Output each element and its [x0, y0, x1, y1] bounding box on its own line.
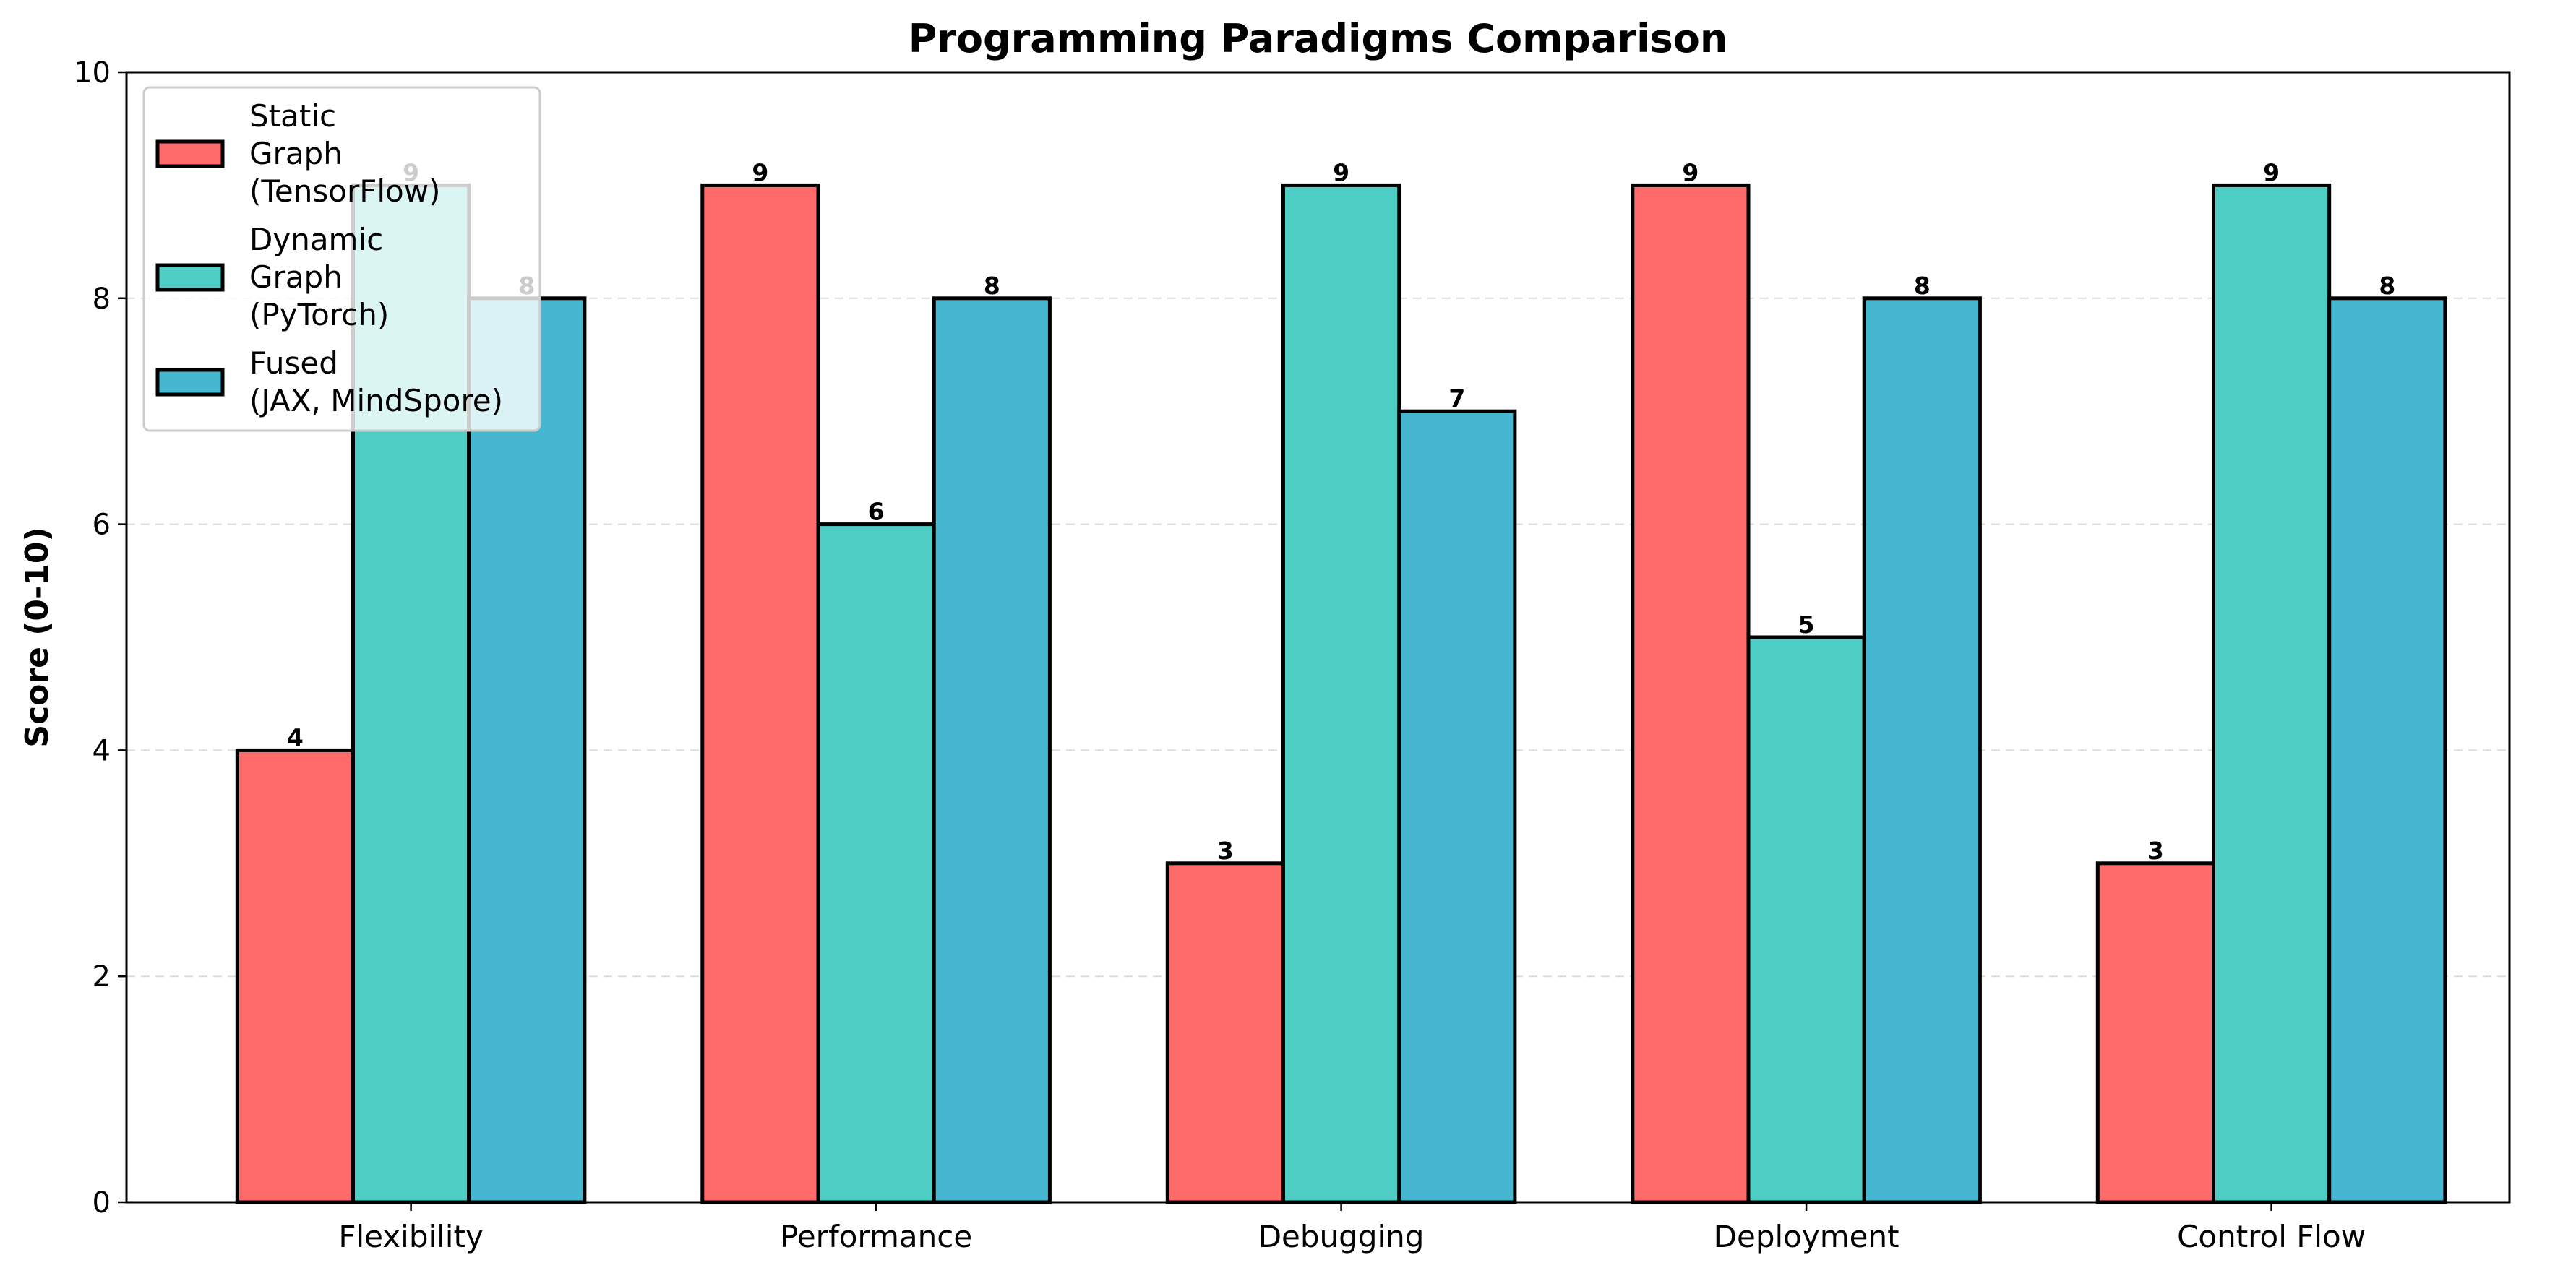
data-label-static-graph-performance: 9 — [752, 158, 768, 186]
bar-dynamic-graph-control-flow — [2212, 183, 2332, 1204]
bar-static-graph-performance — [700, 183, 820, 1204]
data-label-fused-jax-mindspore-performance: 8 — [984, 272, 1000, 300]
data-label-static-graph-control-flow: 3 — [2147, 837, 2164, 865]
data-label-fused-jax-mindspore-debugging: 7 — [1448, 384, 1465, 413]
x-tick-label-deployment: Deployment — [1714, 1219, 1899, 1254]
legend-label-static-graph: Static Graph (TensorFlow) — [249, 98, 440, 209]
legend-swatch-dynamic-graph — [155, 263, 225, 292]
bars — [235, 183, 2447, 1204]
x-tick-label-debugging: Debugging — [1258, 1219, 1425, 1254]
y-tick-label-10: 10 — [74, 56, 111, 90]
bar-fused-jax-mindspore-debugging — [1397, 409, 1517, 1204]
bar-dynamic-graph-performance — [816, 522, 936, 1204]
plot-frame — [125, 71, 2511, 1204]
y-tick-label-8: 8 — [93, 282, 111, 316]
chart-title: Programming Paradigms Comparison — [909, 16, 1728, 61]
y-axis-label: Score (0-10) — [19, 527, 56, 747]
data-label-dynamic-graph-performance: 6 — [868, 498, 885, 526]
data-label-static-graph-flexibility: 4 — [287, 723, 304, 751]
data-label-fused-jax-mindspore-deployment: 8 — [1914, 272, 1931, 300]
data-label-fused-jax-mindspore-control-flow: 8 — [2379, 272, 2395, 300]
bar-static-graph-control-flow — [2095, 861, 2216, 1204]
bar-static-graph-flexibility — [235, 748, 355, 1204]
y-tick-label-6: 6 — [93, 509, 111, 542]
bar-dynamic-graph-debugging — [1281, 183, 1401, 1204]
y-tick-label-4: 4 — [93, 734, 111, 767]
bar-fused-jax-mindspore-deployment — [1862, 296, 1982, 1204]
y-tick-label-0: 0 — [93, 1186, 111, 1220]
legend: Static Graph (TensorFlow) Dynamic Graph (PyTo… — [142, 86, 541, 432]
data-label-static-graph-deployment: 9 — [1682, 158, 1699, 186]
x-tick-label-flexibility: Flexibility — [338, 1219, 483, 1254]
bar-static-graph-debugging — [1165, 861, 1286, 1204]
x-tick-label-performance: Performance — [780, 1219, 972, 1254]
axes: 0 2 4 6 8 10 Flexibility Performance Debugging De… — [74, 56, 2366, 1254]
bar-dynamic-graph-deployment — [1746, 635, 1866, 1204]
x-tick-label-control-flow: Control Flow — [2177, 1219, 2366, 1254]
bar-fused-jax-mindspore-control-flow — [2327, 296, 2447, 1204]
data-labels: 493939695988788 — [287, 158, 2395, 864]
legend-swatch-static-graph — [155, 139, 225, 168]
legend-label-fused-jax-mindspore: Fused (JAX, MindSpore) — [249, 345, 503, 418]
bar-fused-jax-mindspore-performance — [932, 296, 1052, 1204]
data-label-dynamic-graph-debugging: 9 — [1333, 158, 1349, 186]
legend-box — [142, 86, 541, 432]
data-label-static-graph-debugging: 3 — [1217, 837, 1234, 865]
data-label-dynamic-graph-control-flow: 9 — [2263, 158, 2280, 186]
legend-swatch-fused-jax-mindspore — [155, 368, 225, 397]
bar-fused-jax-mindspore-flexibility — [467, 296, 587, 1204]
y-tick-label-2: 2 — [93, 960, 111, 993]
bar-static-graph-deployment — [1631, 183, 1751, 1204]
data-label-dynamic-graph-deployment: 5 — [1798, 611, 1815, 639]
legend-label-dynamic-graph: Dynamic Graph (PyTorch) — [249, 222, 389, 332]
